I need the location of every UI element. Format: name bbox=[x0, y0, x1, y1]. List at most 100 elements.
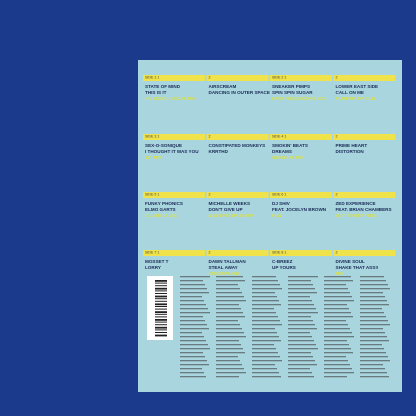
print-line bbox=[324, 340, 347, 342]
print-line bbox=[180, 348, 210, 350]
print-line bbox=[180, 276, 210, 278]
mix: M&S EPIC BASS MIX bbox=[209, 213, 256, 218]
print-line bbox=[216, 368, 244, 370]
print-line bbox=[360, 372, 387, 374]
side-label: 2 bbox=[209, 193, 211, 197]
side-bar bbox=[270, 75, 332, 81]
side-label: SIDE 2 1 bbox=[272, 76, 286, 80]
barcode-bar bbox=[155, 332, 167, 333]
artist: LOWER EAST SIDE bbox=[336, 84, 379, 89]
artist: FUNKY PHONICS bbox=[145, 201, 183, 206]
barcode-bar bbox=[155, 311, 167, 313]
mix: OUT TO GET FUZZ bbox=[336, 213, 377, 218]
print-line bbox=[252, 284, 280, 286]
print-line bbox=[180, 344, 208, 346]
print-line bbox=[216, 332, 244, 334]
print-line bbox=[180, 280, 203, 282]
print-line bbox=[324, 376, 347, 378]
barcode-sticker bbox=[147, 276, 173, 340]
artist: SNEAKER PIMPS bbox=[272, 84, 310, 89]
side-bar bbox=[333, 75, 396, 81]
print-line bbox=[216, 304, 239, 306]
print-line bbox=[180, 336, 204, 338]
print-line bbox=[324, 352, 353, 354]
print-line bbox=[180, 312, 210, 314]
print-line bbox=[180, 308, 208, 310]
side-bar bbox=[206, 134, 269, 140]
print-line bbox=[288, 348, 318, 350]
track-title: DREAMS bbox=[272, 149, 292, 154]
side-label: SIDE 7 1 bbox=[145, 251, 159, 255]
print-line bbox=[324, 324, 348, 326]
print-line bbox=[288, 368, 310, 370]
track-title: CALL ON ME bbox=[336, 90, 365, 95]
small-print bbox=[147, 276, 390, 378]
mix: CLUBB 10 MIX bbox=[145, 213, 178, 218]
print-line bbox=[288, 372, 312, 374]
barcode-bar bbox=[155, 298, 167, 300]
track-title: THIS IS IT bbox=[145, 90, 167, 95]
print-line bbox=[324, 300, 354, 302]
print-line bbox=[360, 320, 388, 322]
print-line bbox=[324, 368, 352, 370]
print-line bbox=[324, 280, 353, 282]
print-line bbox=[324, 316, 353, 318]
print-line bbox=[252, 304, 281, 306]
print-line bbox=[324, 356, 346, 358]
artist: DJ SHIV bbox=[272, 201, 291, 206]
print-line bbox=[360, 364, 383, 366]
barcode-bar bbox=[155, 293, 167, 294]
print-line bbox=[252, 320, 280, 322]
side-bar bbox=[270, 192, 332, 198]
barcode-bar bbox=[155, 326, 167, 329]
barcode-bar bbox=[155, 324, 167, 326]
print-line bbox=[180, 328, 209, 330]
print-line bbox=[252, 296, 277, 298]
print-line bbox=[288, 320, 313, 322]
artist: C-BREEZ bbox=[272, 259, 293, 264]
print-line bbox=[324, 336, 354, 338]
print-line bbox=[360, 292, 383, 294]
print-line bbox=[288, 344, 316, 346]
track-title: I THOUGHT IT WAS YOU bbox=[145, 149, 199, 154]
print-line bbox=[324, 276, 351, 278]
side-label: 2 bbox=[209, 76, 211, 80]
track-title: LORRY bbox=[145, 265, 161, 270]
print-line bbox=[252, 300, 279, 302]
print-line bbox=[360, 280, 386, 282]
print-line bbox=[216, 324, 240, 326]
print-line bbox=[216, 364, 242, 366]
print-line bbox=[360, 328, 383, 330]
side-bar bbox=[206, 75, 269, 81]
artist: STATE OF MIND bbox=[145, 84, 181, 89]
barcode-bar bbox=[155, 285, 167, 287]
barcode-bar bbox=[155, 329, 167, 331]
side-label: 2 bbox=[209, 251, 211, 255]
print-line bbox=[360, 284, 388, 286]
print-line bbox=[180, 364, 209, 366]
mix: FAST FOR SECOND MIX bbox=[272, 96, 326, 101]
print-line bbox=[252, 308, 274, 310]
barcode-bar bbox=[155, 316, 167, 318]
print-line bbox=[252, 328, 275, 330]
mix: NU SKOOL VOCAL MIX bbox=[145, 96, 197, 101]
print-line bbox=[360, 360, 390, 362]
print-line bbox=[180, 332, 202, 334]
print-line bbox=[324, 360, 348, 362]
track-title: KRRTHD bbox=[209, 149, 229, 154]
print-line bbox=[252, 340, 281, 342]
print-line bbox=[360, 344, 382, 346]
print-line bbox=[180, 376, 206, 378]
track-title: UP YOURS bbox=[272, 265, 296, 270]
barcode-bar bbox=[155, 300, 167, 302]
barcode-bar bbox=[155, 295, 167, 298]
print-line bbox=[288, 276, 318, 278]
print-line bbox=[180, 372, 204, 374]
print-line bbox=[252, 332, 277, 334]
print-line bbox=[288, 328, 317, 330]
print-line bbox=[360, 288, 390, 290]
print-line bbox=[180, 320, 205, 322]
print-line bbox=[288, 296, 310, 298]
print-line bbox=[180, 300, 204, 302]
